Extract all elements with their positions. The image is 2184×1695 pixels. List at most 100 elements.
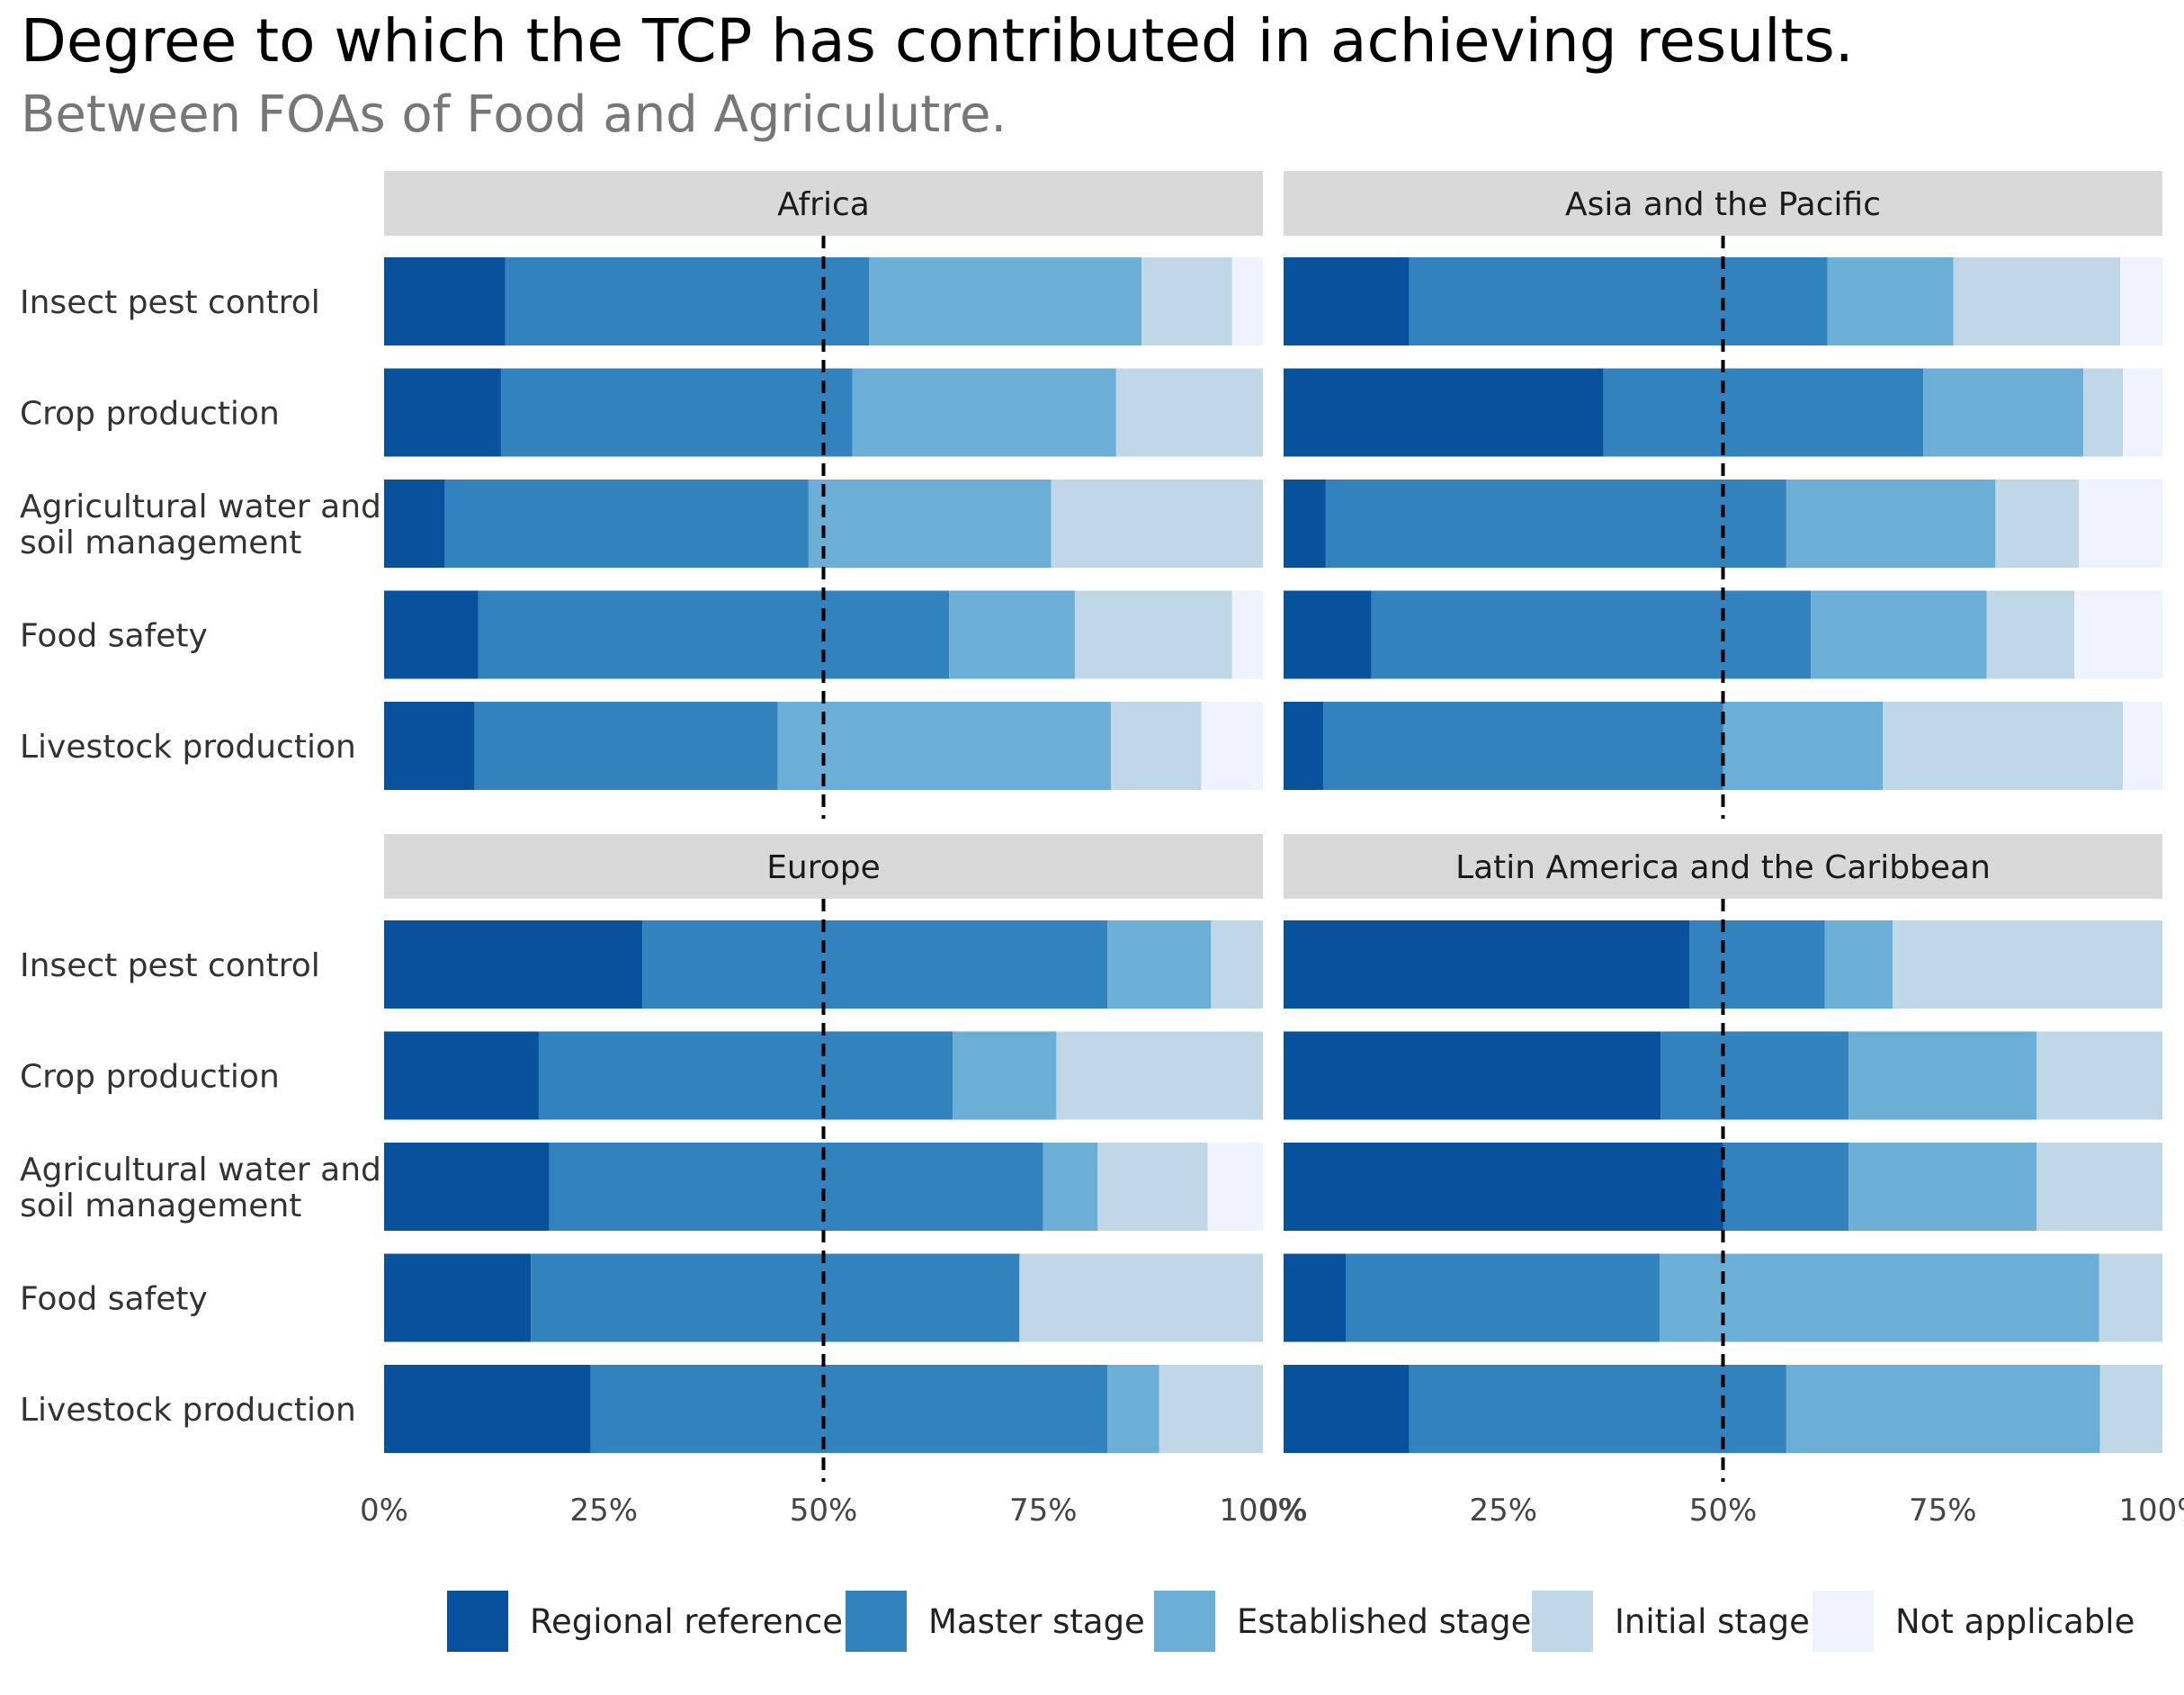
bar-europe-3-3: [1019, 1253, 1263, 1342]
bar-latin-america-and-the-caribbean-3-2: [1660, 1253, 2099, 1342]
bar-africa-4-0: [384, 702, 475, 790]
bar-latin-america-and-the-caribbean-0-3: [1893, 920, 2162, 1009]
category-label: Insect pest control: [20, 284, 320, 321]
facet-strip-europe: [384, 834, 1263, 899]
bar-latin-america-and-the-caribbean-2-3: [2036, 1143, 2162, 1231]
bar-africa-2-2: [808, 480, 1052, 568]
category-label: Agricultural water and soil management: [20, 489, 381, 561]
legend-label-master-stage: Master stage: [928, 1602, 1145, 1641]
bar-latin-america-and-the-caribbean-4-3: [2099, 1365, 2162, 1453]
bar-asia-and-the-pacific-0-3: [1953, 257, 2121, 345]
bar-europe-2-3: [1097, 1143, 1208, 1231]
bar-europe-3-1: [531, 1253, 1020, 1342]
bar-africa-3-2: [949, 590, 1075, 679]
bar-asia-and-the-pacific-3-3: [1986, 590, 2075, 679]
category-label: Livestock production: [20, 729, 356, 766]
bar-asia-and-the-pacific-3-0: [1284, 590, 1372, 679]
bar-europe-4-3: [1159, 1365, 1263, 1453]
bar-africa-4-3: [1110, 702, 1202, 790]
bar-latin-america-and-the-caribbean-4-1: [1409, 1365, 1786, 1453]
bar-asia-and-the-pacific-0-4: [2120, 257, 2162, 345]
bar-europe-1-0: [384, 1031, 539, 1120]
bar-asia-and-the-pacific-2-2: [1786, 480, 1996, 568]
bar-latin-america-and-the-caribbean-4-0: [1284, 1365, 1410, 1453]
bar-asia-and-the-pacific-4-0: [1284, 702, 1323, 790]
bar-africa-0-3: [1141, 257, 1232, 345]
x-tick-label: 50%: [1689, 1493, 1758, 1529]
bar-latin-america-and-the-caribbean-0-1: [1689, 920, 1825, 1009]
bar-asia-and-the-pacific-3-2: [1811, 590, 1987, 679]
bar-asia-and-the-pacific-4-3: [1883, 702, 2124, 790]
bar-latin-america-and-the-caribbean-2-0: [1284, 1143, 1723, 1231]
bar-asia-and-the-pacific-2-0: [1284, 480, 1326, 568]
bar-asia-and-the-pacific-3-4: [2074, 590, 2162, 679]
bar-europe-2-1: [549, 1143, 1043, 1231]
x-tick-label: 100%: [1219, 1493, 1306, 1529]
bar-latin-america-and-the-caribbean-3-0: [1284, 1253, 1347, 1342]
bar-europe-2-0: [384, 1143, 550, 1231]
bar-europe-1-2: [953, 1031, 1057, 1120]
bar-africa-4-2: [777, 702, 1111, 790]
facet-label-latin-america-and-the-caribbean: Latin America and the Caribbean: [1455, 849, 1991, 886]
bar-asia-and-the-pacific-4-4: [2123, 702, 2162, 790]
facet-label-europe: Europe: [766, 849, 881, 886]
bar-africa-0-1: [505, 257, 870, 345]
bar-africa-1-0: [384, 368, 501, 457]
category-label: Food safety: [20, 1281, 208, 1318]
legend-key-initial-stage: [1532, 1591, 1593, 1652]
facet-label-africa: Africa: [777, 186, 870, 223]
bar-asia-and-the-pacific-1-0: [1284, 368, 1604, 457]
category-label: Insect pest control: [20, 947, 320, 984]
bar-europe-0-1: [642, 920, 1108, 1009]
bar-asia-and-the-pacific-0-1: [1409, 257, 1828, 345]
category-label: Crop production: [20, 396, 280, 433]
bar-africa-3-1: [478, 590, 950, 679]
bar-africa-3-0: [384, 590, 479, 679]
bar-asia-and-the-pacific-1-3: [2083, 368, 2124, 457]
bar-africa-0-0: [384, 257, 506, 345]
bar-asia-and-the-pacific-1-4: [2123, 368, 2162, 457]
legend-label-not-applicable: Not applicable: [1895, 1602, 2135, 1641]
bar-africa-4-4: [1201, 702, 1263, 790]
bar-europe-4-0: [384, 1365, 591, 1453]
x-tick-label: 25%: [1469, 1493, 1537, 1529]
bar-africa-3-3: [1074, 590, 1232, 679]
bar-europe-2-2: [1043, 1143, 1098, 1231]
bar-asia-and-the-pacific-2-1: [1325, 480, 1786, 568]
bar-latin-america-and-the-caribbean-3-1: [1346, 1253, 1660, 1342]
facet-label-asia-and-the-pacific: Asia and the Pacific: [1565, 186, 1881, 223]
bar-europe-4-2: [1107, 1365, 1159, 1453]
facet-strip-asia-and-the-pacific: [1284, 171, 2162, 236]
legend-label-established-stage: Established stage: [1237, 1602, 1531, 1641]
category-label: Livestock production: [20, 1392, 356, 1429]
category-label: Agricultural water and soil management: [20, 1152, 381, 1224]
bar-europe-4-1: [590, 1365, 1108, 1453]
bar-latin-america-and-the-caribbean-0-0: [1284, 920, 1690, 1009]
legend-key-established-stage: [1154, 1591, 1215, 1652]
x-tick-label: 0%: [360, 1493, 408, 1529]
legend-label-regional-reference: Regional reference: [530, 1602, 843, 1641]
bar-asia-and-the-pacific-1-2: [1923, 368, 2084, 457]
bar-asia-and-the-pacific-0-2: [1827, 257, 1954, 345]
bar-latin-america-and-the-caribbean-4-2: [1786, 1365, 2100, 1453]
bar-europe-3-0: [384, 1253, 532, 1342]
bar-latin-america-and-the-caribbean-1-2: [1848, 1031, 2037, 1120]
bar-asia-and-the-pacific-4-1: [1322, 702, 1723, 790]
bar-europe-0-3: [1211, 920, 1263, 1009]
x-tick-label: 75%: [1009, 1493, 1078, 1529]
bar-latin-america-and-the-caribbean-3-3: [2099, 1253, 2162, 1342]
bar-africa-3-4: [1231, 590, 1263, 679]
facet-strip-latin-america-and-the-caribbean: [1284, 834, 2162, 899]
bar-asia-and-the-pacific-0-0: [1284, 257, 1410, 345]
bar-africa-1-1: [500, 368, 853, 457]
legend-key-not-applicable: [1813, 1591, 1874, 1652]
facet-strip-africa: [384, 171, 1263, 236]
bar-africa-2-1: [444, 480, 809, 568]
bar-africa-0-4: [1231, 257, 1263, 345]
x-tick-label: 25%: [569, 1493, 638, 1529]
bar-latin-america-and-the-caribbean-1-0: [1284, 1031, 1661, 1120]
category-label: Food safety: [20, 618, 208, 655]
bar-europe-2-4: [1207, 1143, 1263, 1231]
bar-africa-1-3: [1115, 368, 1263, 457]
